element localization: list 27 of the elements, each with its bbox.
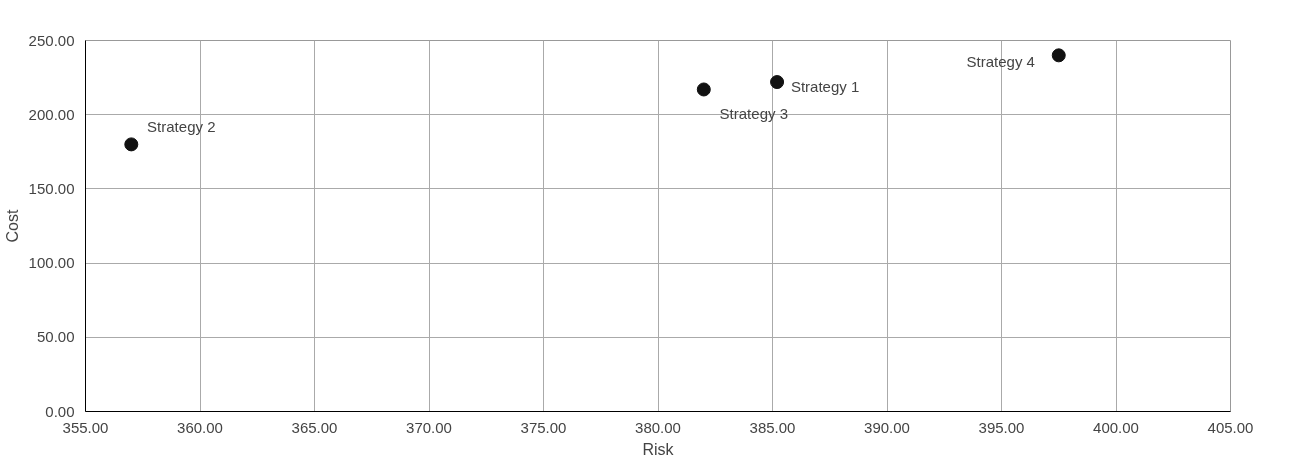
y-tick-label: 100.00	[28, 254, 75, 272]
y-axis-title: Cost	[3, 209, 21, 243]
y-tick-label: 0.00	[45, 402, 75, 420]
y-tick-label: 250.00	[28, 31, 75, 49]
annotation: Strategy 1	[790, 77, 860, 95]
x-tick-label: 355.00	[62, 418, 109, 436]
point	[1051, 48, 1066, 63]
point	[124, 137, 139, 152]
x-tick-label: 360.00	[177, 418, 223, 436]
x-tick-label: 365.00	[291, 418, 338, 436]
x-tick-label: 405.00	[1207, 418, 1254, 436]
annotation: Strategy 2	[147, 117, 216, 135]
x-tick-label: 370.00	[406, 418, 452, 436]
point	[770, 75, 785, 90]
x-axis-title: Risk	[642, 440, 675, 458]
point	[696, 82, 711, 97]
x-tick-label: 385.00	[749, 418, 796, 436]
x-tick-label: 380.00	[635, 418, 681, 436]
y-tick-label: 150.00	[28, 179, 75, 197]
y-tick-label: 200.00	[28, 105, 75, 123]
annotation: Strategy 4	[966, 52, 1035, 70]
x-tick-label: 375.00	[520, 418, 567, 436]
y-tick-label: 50.00	[36, 328, 75, 346]
x-tick-label: 400.00	[1093, 418, 1139, 436]
annotation: Strategy 3	[719, 104, 788, 122]
x-tick-label: 390.00	[864, 418, 910, 436]
x-tick-label: 395.00	[978, 418, 1025, 436]
